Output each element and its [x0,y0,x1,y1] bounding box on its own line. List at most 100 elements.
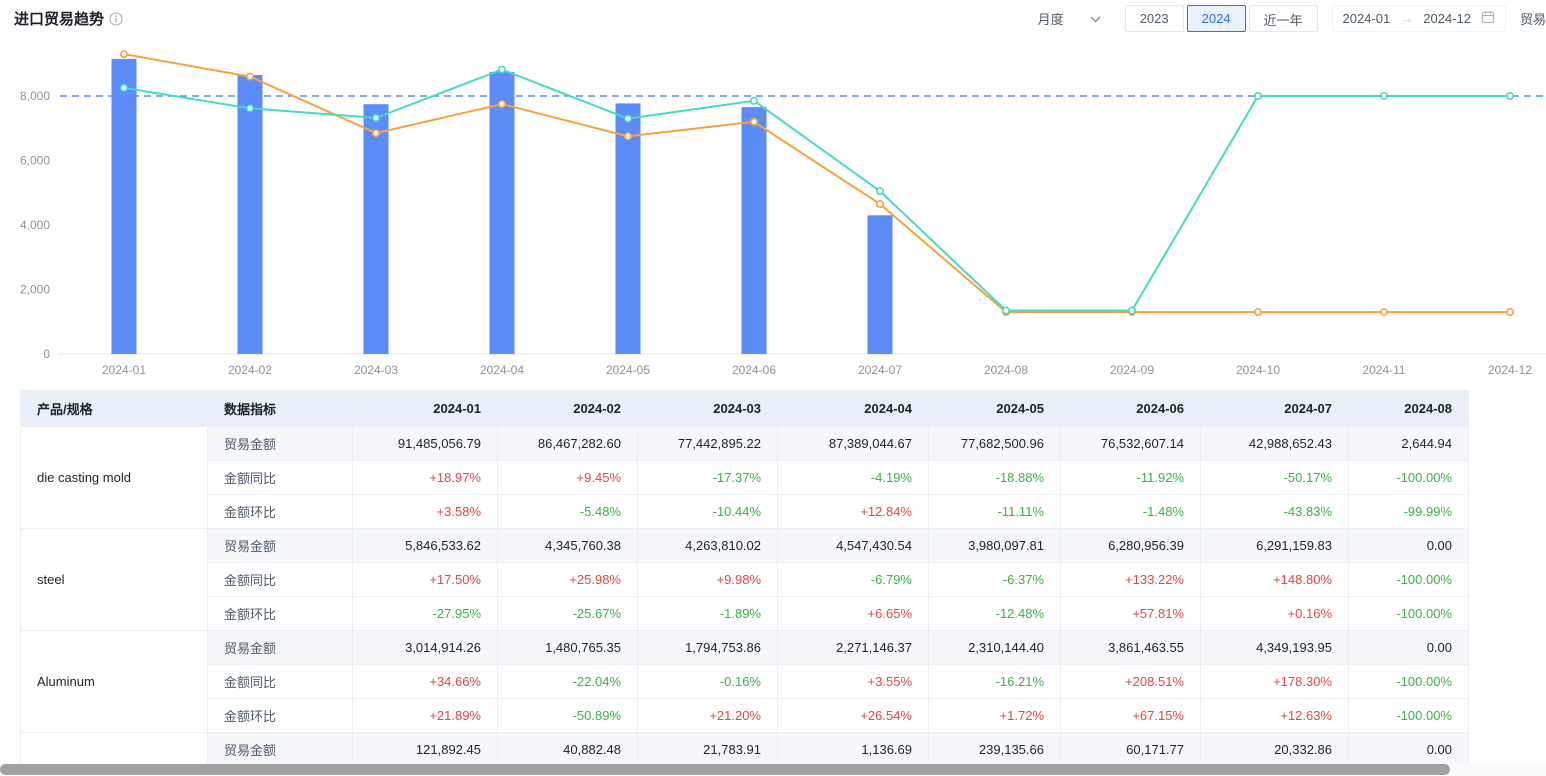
teal-line-series [123,68,1510,312]
table-row: 贸易金额 121,892.45 40,882.48 21,783.91 1,136.69… [20,732,1469,767]
svg-text:2024-08: 2024-08 [984,363,1028,377]
value-cell: +12.63% [1200,698,1349,733]
value-cell: 91,485,056.79 [352,426,498,461]
info-icon[interactable] [109,12,123,26]
value-cell: 0.00 [1348,630,1469,665]
orange-line-series-point-2024-01 [120,50,129,59]
bar-2024-01 [111,58,137,355]
teal-line-series-point-2024-10 [1254,91,1263,100]
bar-2024-06 [741,107,767,354]
value-cell: 21,783.91 [637,732,778,767]
value-cell: -1.89% [637,596,778,631]
bar-2024-04 [489,72,515,354]
value-cell: 42,988,652.43 [1200,426,1349,461]
value-cell: -4.19% [777,460,929,495]
column-header-4: 2024-03 [637,390,778,427]
svg-text:0: 0 [43,347,50,361]
column-header-8: 2024-07 [1200,390,1349,427]
indicator-cell: 金额环比 [207,596,353,631]
indicator-cell: 贸易金额 [207,630,353,665]
svg-text:2024-10: 2024-10 [1236,363,1280,377]
value-cell: 3,014,914.26 [352,630,498,665]
orange-line-series [123,53,1510,314]
trade-type-label[interactable]: 贸易 [1519,12,1546,27]
value-cell: +21.20% [637,698,778,733]
column-header-7: 2024-06 [1060,390,1201,427]
date-range-picker[interactable]: 2024-01 → 2024-12 [1331,5,1506,32]
value-cell: +208.51% [1060,664,1201,699]
value-cell: -50.89% [497,698,638,733]
orange-line-series-point-2024-02 [246,72,255,81]
chart-controls: 月度 2023 2024 近一年 2024-01 → 2024-12 [1028,5,1546,32]
table-row: Aluminum 贸易金额 3,014,914.26 1,480,765.35 1,79… [20,630,1469,733]
value-cell: 1,794,753.86 [637,630,778,665]
date-range-start: 2024-01 [1342,11,1391,26]
value-cell: 239,135.66 [928,732,1061,767]
chevron-down-icon [1090,11,1101,26]
calendar-icon [1481,10,1495,27]
teal-line-series-point-2024-08 [1001,306,1010,315]
frequency-select[interactable]: 月度 [1028,5,1111,32]
data-table: 产品/规格 数据指标 2024-01 2024-02 2024-03 2024-04 202… [20,390,1469,767]
value-cell: 2,644.94 [1348,426,1469,461]
value-cell: -6.79% [777,562,929,597]
value-cell: +67.15% [1060,698,1201,733]
value-cell: +57.81% [1060,596,1201,631]
indicator-cell: 金额同比 [207,460,353,495]
data-table-section: 产品/规格 数据指标 2024-01 2024-02 2024-03 2024-04 202… [20,390,1469,767]
value-cell: +25.98% [497,562,638,597]
value-cell: +0.16% [1200,596,1349,631]
value-cell: +26.54% [777,698,929,733]
indicator-cell: 贸易金额 [207,426,353,461]
value-cell: -18.88% [928,460,1061,495]
value-cell: -6.37% [928,562,1061,597]
orange-line-series-point-2024-05 [623,132,632,141]
year-2024-button[interactable]: 2024 [1186,5,1246,32]
table-row: 金额环比 +3.58% -5.48% -10.44% +12.84% -11.11% -1.… [21,494,1469,529]
bar-2024-05 [615,103,641,355]
column-header-0: 产品/规格 [20,390,208,427]
svg-text:2024-07: 2024-07 [858,363,902,377]
teal-line-series-point-2024-12 [1506,91,1515,100]
value-cell: 1,136.69 [777,732,929,767]
value-cell: 3,980,097.81 [928,528,1061,563]
table-row: 金额同比 +17.50% +25.98% +9.98% -6.79% -6.37% +133… [21,562,1469,597]
bar-2024-07 [867,215,893,354]
horizontal-scrollbar-thumb[interactable] [0,764,1450,775]
year-2023-button[interactable]: 2023 [1124,5,1184,32]
orange-line-series-point-2024-10 [1254,308,1263,317]
page-title: 进口贸易趋势 [14,11,105,28]
svg-text:2024-01: 2024-01 [102,363,146,377]
value-cell: +3.55% [777,664,929,699]
table-row: 金额环比 +21.89% -50.89% +21.20% +26.54% +1.72% +6… [21,698,1469,733]
value-cell: -11.11% [928,494,1061,529]
value-cell: -16.21% [928,664,1061,699]
value-cell: -10.44% [637,494,778,529]
value-cell: +18.97% [352,460,498,495]
table-row: 金额环比 -27.95% -25.67% -1.89% +6.65% -12.48% +57… [21,596,1469,631]
frequency-select-value: 月度 [1037,12,1064,27]
date-range-end: 2024-12 [1423,11,1471,26]
value-cell: 4,263,810.02 [637,528,778,563]
indicator-cell: 贸易金额 [207,732,353,767]
value-cell: 121,892.45 [352,732,498,767]
product-cell-0: die casting mold [20,426,208,529]
teal-line-series-point-2024-09 [1128,306,1137,315]
value-cell: -100.00% [1348,698,1469,733]
column-header-5: 2024-04 [777,390,929,427]
value-cell: +148.80% [1200,562,1349,597]
value-cell: -0.16% [637,664,778,699]
orange-line-series-point-2024-06 [749,117,758,126]
value-cell: 20,332.86 [1200,732,1349,767]
recent-year-button[interactable]: 近一年 [1248,5,1318,32]
svg-text:4,000: 4,000 [20,218,50,232]
value-cell: 87,389,044.67 [777,426,929,461]
svg-text:2024-12: 2024-12 [1488,363,1532,377]
column-header-9: 2024-08 [1348,390,1469,427]
indicator-cell: 贸易金额 [207,528,353,563]
value-cell: 77,682,500.96 [928,426,1061,461]
column-header-1: 数据指标 [207,390,353,427]
value-cell: +133.22% [1060,562,1201,597]
svg-text:2024-03: 2024-03 [354,363,398,377]
value-cell: 77,442,895.22 [637,426,778,461]
